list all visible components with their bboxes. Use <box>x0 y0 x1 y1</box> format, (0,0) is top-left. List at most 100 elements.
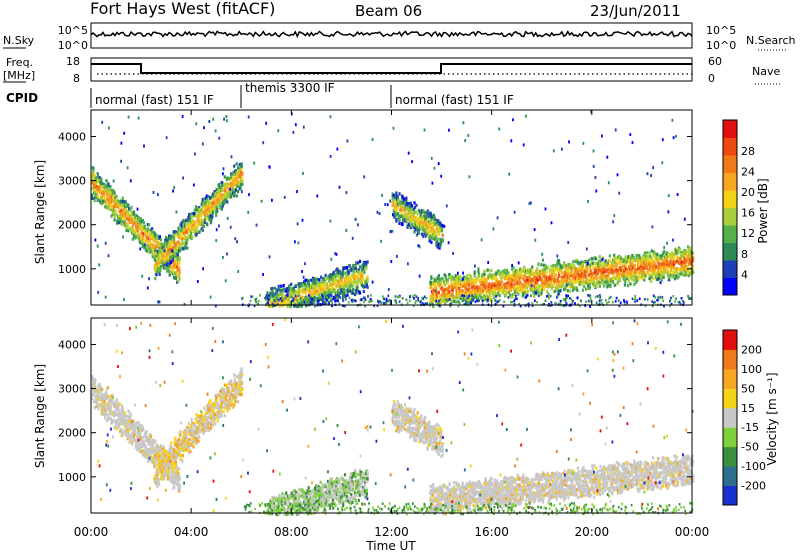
data-cell <box>545 270 548 275</box>
data-cell <box>190 214 193 218</box>
data-cell <box>308 289 311 293</box>
data-cell <box>311 291 314 295</box>
data-cell <box>129 215 132 219</box>
data-cell <box>432 213 435 217</box>
data-cell <box>645 262 648 266</box>
noise-cell <box>417 244 420 248</box>
data-cell <box>570 270 573 274</box>
data-cell <box>673 247 676 251</box>
data-cell <box>233 164 236 168</box>
data-cell <box>204 197 208 201</box>
data-cell <box>214 198 217 202</box>
noise-cell <box>100 182 102 186</box>
data-cell <box>621 271 625 275</box>
data-cell <box>446 299 449 303</box>
data-cell <box>439 298 442 302</box>
data-cell <box>167 248 170 252</box>
near-range-cell <box>401 297 404 300</box>
data-cell <box>223 185 226 190</box>
data-cell <box>572 276 575 280</box>
data-cell <box>104 190 107 194</box>
data-cell <box>517 292 520 296</box>
data-cell <box>148 246 151 250</box>
data-cell <box>406 225 409 229</box>
data-cell <box>344 266 347 270</box>
data-cell <box>581 262 584 266</box>
nave-tick-bottom: 0 <box>708 72 715 85</box>
data-cell <box>473 270 476 274</box>
data-cell <box>536 278 539 282</box>
data-cell <box>507 290 511 295</box>
noise-cell <box>345 191 348 195</box>
data-cell <box>499 289 502 293</box>
data-cell <box>499 285 502 289</box>
data-cell <box>437 242 440 246</box>
data-cell <box>145 228 148 232</box>
data-cell <box>506 281 509 285</box>
data-cell <box>653 251 656 255</box>
data-cell <box>280 290 283 294</box>
data-cell <box>595 264 598 268</box>
data-cell <box>493 282 496 286</box>
data-cell <box>233 169 236 174</box>
data-cell <box>648 277 651 281</box>
noise-cell <box>268 255 271 259</box>
data-cell <box>112 189 116 193</box>
data-cell <box>119 219 122 223</box>
data-cell <box>147 228 150 232</box>
data-cell <box>96 190 99 194</box>
data-cell <box>669 252 672 256</box>
noise-cell <box>236 240 238 244</box>
data-cell <box>347 276 350 280</box>
data-cell <box>564 268 568 272</box>
data-cell <box>558 274 561 278</box>
noise-cell <box>423 128 426 132</box>
data-cell <box>100 202 103 206</box>
noise-cell <box>193 183 195 187</box>
data-cell <box>151 230 154 235</box>
data-cell <box>476 285 479 289</box>
data-cell <box>95 192 98 196</box>
data-cell <box>304 291 307 295</box>
data-cell <box>121 219 124 224</box>
data-cell <box>401 203 404 207</box>
data-cell <box>519 280 522 284</box>
data-cell <box>181 225 184 229</box>
data-cell <box>431 223 434 227</box>
data-cell <box>361 263 364 268</box>
data-cell <box>492 274 496 278</box>
data-cell <box>322 297 325 301</box>
data-cell <box>462 275 466 279</box>
data-cell <box>317 301 320 306</box>
data-cell <box>404 219 407 223</box>
data-cell <box>124 212 127 216</box>
data-cell <box>667 270 670 274</box>
near-range-cell <box>368 300 371 303</box>
data-cell <box>287 304 290 308</box>
noise-cell <box>120 141 123 145</box>
data-cell <box>366 285 369 289</box>
nsky-label: N.Sky <box>3 34 35 47</box>
data-cell <box>606 285 609 289</box>
data-cell <box>434 296 437 300</box>
data-cell <box>278 304 281 308</box>
data-cell <box>217 201 220 205</box>
data-cell <box>585 279 588 283</box>
data-cell <box>669 265 672 269</box>
data-cell <box>639 259 642 263</box>
data-cell <box>300 301 303 305</box>
data-cell <box>125 228 128 232</box>
data-cell <box>345 288 348 293</box>
data-cell <box>157 240 160 245</box>
noise-cell <box>141 274 144 278</box>
data-cell <box>430 275 433 279</box>
near-range-cell <box>486 298 489 302</box>
cpid-panel: CPID normal (fast) 151 IF themis 3300 IF… <box>6 81 514 108</box>
data-cell <box>233 194 236 198</box>
data-cell <box>398 217 401 221</box>
data-cell <box>164 245 168 249</box>
noise-cell <box>407 151 410 155</box>
data-cell <box>497 269 501 273</box>
data-cell <box>142 236 145 240</box>
data-cell <box>504 292 507 296</box>
